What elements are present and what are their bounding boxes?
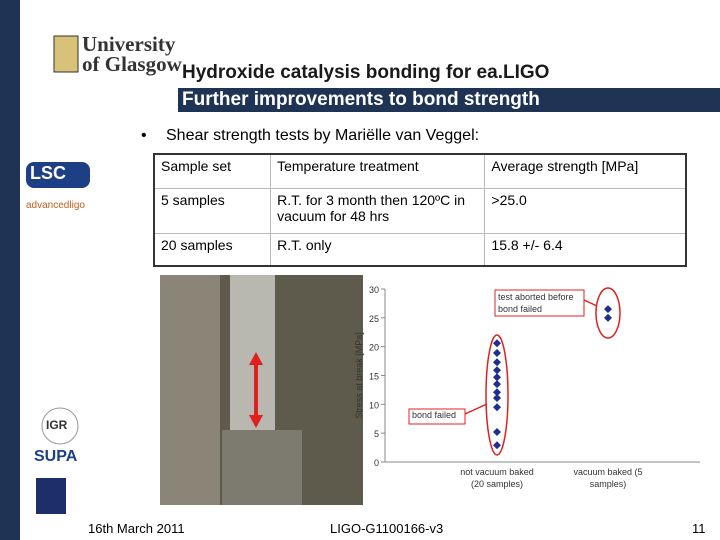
point: [493, 358, 501, 367]
bullet: Shear strength tests by Mariëlle van Veg…: [166, 127, 480, 144]
point: [493, 380, 501, 389]
point: [493, 373, 501, 382]
x-tick-label: vacuum baked (5 samples): [573, 467, 643, 489]
table-cell: Temperature treatment: [270, 153, 486, 189]
crest: [53, 35, 79, 73]
y-tick-label: 0: [374, 458, 379, 468]
point: [604, 305, 612, 314]
side-logo: LSC: [30, 163, 66, 183]
logo: [36, 478, 66, 514]
logo-text: University of Glasgow: [82, 32, 182, 76]
subtitle: Further improvements to bond strength: [182, 89, 540, 110]
point: [493, 441, 501, 450]
x-tick-label: not vacuum baked (20 samples): [460, 467, 534, 489]
point: [493, 366, 501, 375]
highlight: [595, 287, 621, 339]
point: [493, 339, 501, 348]
bullet-mark: •: [141, 127, 147, 144]
table-cell: 20 samples: [153, 232, 272, 267]
title: Hydroxide catalysis bonding for ea.LIGO: [182, 62, 550, 83]
point: [493, 403, 501, 412]
y-tick-label: 20: [369, 343, 379, 353]
lsc-logo: [26, 162, 90, 188]
sidebar: [0, 0, 20, 540]
table-cell: 5 samples: [153, 187, 272, 234]
table-cell: Average strength [MPa]: [484, 153, 687, 189]
arrow: [583, 299, 598, 307]
table: Sample set Temperature treatment Average s…: [153, 153, 687, 267]
point: [493, 428, 501, 437]
photo: [160, 275, 363, 505]
y-tick-label: 10: [369, 400, 379, 410]
table-cell: R.T. for 3 month then 120ºC in vacuum fo…: [270, 187, 486, 234]
annotation-box: [494, 289, 585, 317]
annotation: test aborted before bond failed: [498, 292, 574, 314]
footer-doc: LIGO-G1100166-v3: [330, 521, 444, 536]
side-logo: IGR: [46, 418, 68, 432]
annotation: bond failed: [412, 410, 457, 420]
table-cell: 15.8 +/- 6.4: [484, 232, 687, 267]
y-tick-label: 15: [369, 372, 379, 382]
y-tick-label: 30: [369, 285, 379, 295]
table-cell: Sample set: [153, 153, 272, 189]
side-logo: advancedligo: [26, 200, 85, 211]
igr-logo: [41, 407, 79, 445]
side-logo: SUPA: [34, 448, 78, 465]
point: [493, 349, 501, 358]
table-row: 5 samples R.T. for 3 month then 120ºC in …: [153, 187, 687, 234]
y-axis-label: Stress at break [MPa]: [354, 332, 364, 419]
annotation-box: [408, 408, 466, 425]
table-row: 20 samples R.T. only 15.8 +/- 6.4: [153, 232, 687, 267]
point: [604, 313, 612, 322]
point: [493, 393, 501, 402]
point: [493, 388, 501, 397]
y-tick-label: 25: [369, 314, 379, 324]
highlight: [485, 334, 509, 456]
page-number: 11: [692, 521, 706, 536]
title-bar: [178, 88, 720, 112]
table-row: Sample set Temperature treatment Average s…: [153, 153, 687, 189]
arrow: [464, 403, 488, 415]
table-cell: >25.0: [484, 187, 687, 234]
footer-date: 16th March 2011: [88, 521, 185, 536]
y-tick-label: 5: [374, 429, 379, 439]
table-cell: R.T. only: [270, 232, 486, 267]
